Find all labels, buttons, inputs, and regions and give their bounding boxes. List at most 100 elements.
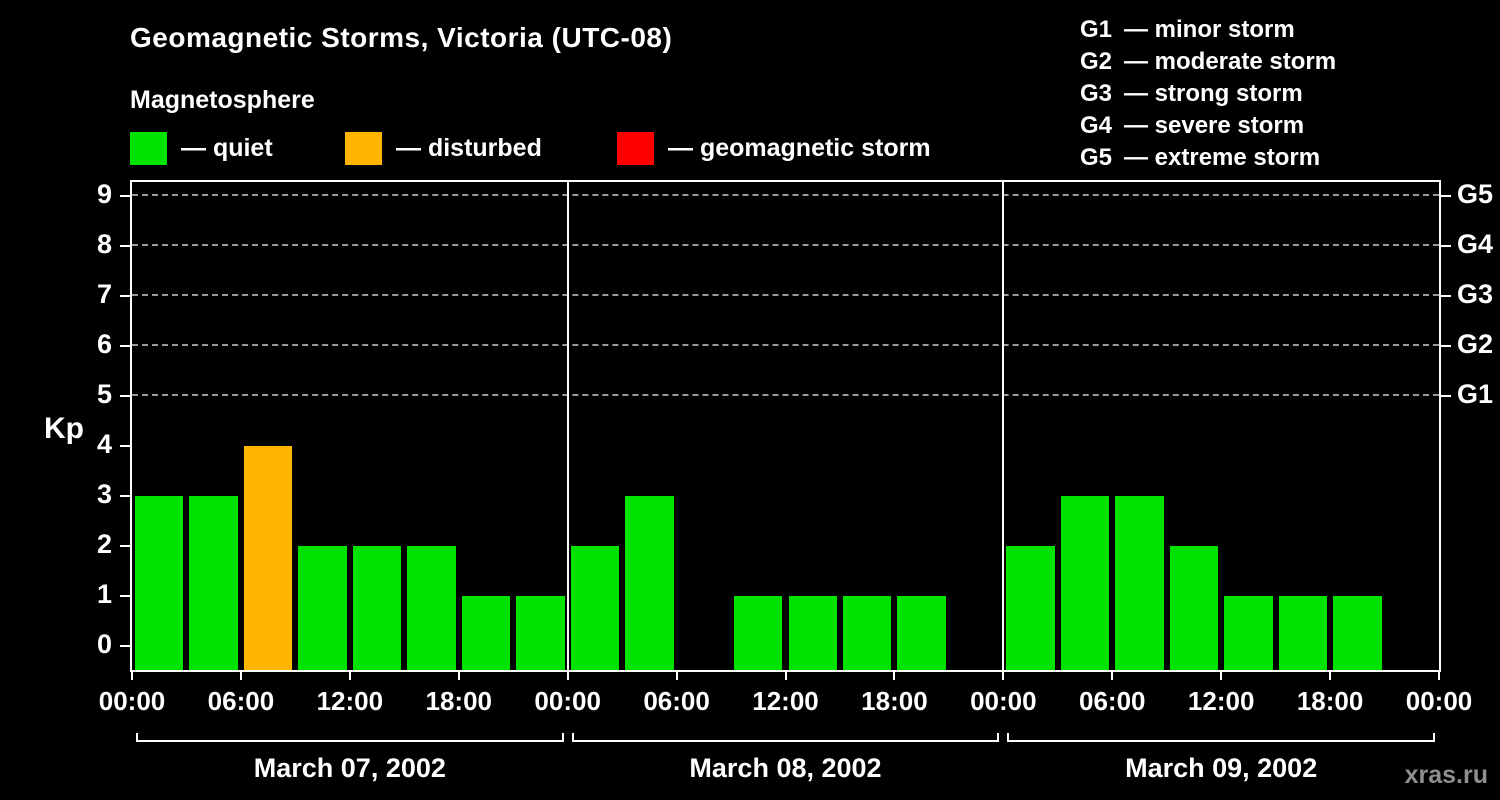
x-tick-mark: [784, 672, 787, 680]
gridline-kp8: [132, 244, 1439, 246]
x-tick-label: 00:00: [98, 686, 166, 716]
y-tick-label: 7: [96, 279, 112, 309]
storm-color-swatch: [617, 132, 654, 165]
day-bracket: [1007, 733, 1435, 742]
x-tick-label: 00:00: [970, 686, 1037, 716]
x-tick-mark: [566, 672, 569, 680]
legend-item-disturbed: — disturbed: [345, 132, 542, 165]
chart-title: Geomagnetic Storms, Victoria (UTC-08): [130, 22, 673, 53]
kp-bar: [788, 596, 837, 670]
kp-bar: [407, 546, 456, 670]
kp-bar: [1333, 596, 1382, 670]
gridline-kp7: [132, 294, 1439, 296]
x-tick-label: 18:00: [425, 686, 493, 716]
legend-label-disturbed: — disturbed: [396, 134, 542, 162]
storm-scale-code: G2: [1080, 48, 1113, 75]
right-tick-mark: [1441, 245, 1451, 247]
g-level-label: G5: [1457, 179, 1494, 209]
kp-bar: [298, 546, 347, 670]
kp-bar: [1006, 546, 1055, 670]
y-tick-mark: [120, 595, 130, 597]
y-tick-mark: [120, 345, 130, 347]
y-tick-mark: [120, 295, 130, 297]
y-tick-mark: [120, 445, 130, 447]
x-tick-label: 06:00: [207, 686, 275, 716]
legend-label-quiet: — quiet: [181, 134, 273, 162]
storm-scale-row: G5 — extreme storm: [1080, 142, 1336, 174]
right-tick-mark: [1441, 295, 1451, 297]
kp-bar: [570, 546, 620, 670]
legend-item-storm: — geomagnetic storm: [617, 132, 931, 165]
x-tick-label: 06:00: [643, 686, 710, 716]
x-tick-label: 00:00: [534, 686, 601, 716]
x-tick-mark: [457, 672, 460, 680]
x-tick-mark: [239, 672, 242, 680]
storm-scale-row: G3 — strong storm: [1080, 78, 1336, 110]
kp-bar: [461, 596, 511, 670]
storm-scale-label: — moderate storm: [1124, 48, 1337, 75]
storm-scale-row: G1 — minor storm: [1080, 14, 1336, 46]
storm-scale-label: — strong storm: [1124, 80, 1303, 107]
storm-scale-code: G5: [1080, 144, 1113, 171]
quiet-color-swatch: [130, 132, 167, 165]
day-date-label: March 07, 2002: [253, 753, 446, 783]
x-tick-label: 12:00: [316, 686, 384, 716]
gridline-kp9: [132, 194, 1439, 196]
kp-bar: [1169, 546, 1219, 670]
day-date-label: March 08, 2002: [689, 753, 882, 783]
legend-item-quiet: — quiet: [130, 132, 273, 165]
x-tick-mark: [1329, 672, 1332, 680]
day-divider: [1002, 182, 1005, 670]
storm-scale-code: G3: [1080, 80, 1113, 107]
y-tick-label: 6: [96, 329, 112, 359]
kp-bar: [243, 446, 293, 670]
y-tick-label: 0: [96, 629, 112, 659]
y-tick-mark: [120, 495, 130, 497]
x-tick-label: 00:00: [1405, 686, 1473, 716]
x-tick-mark: [893, 672, 896, 680]
y-tick-label: 9: [96, 179, 112, 209]
y-tick-label: 3: [96, 479, 112, 509]
y-tick-label: 8: [96, 229, 112, 259]
kp-bar: [1060, 496, 1110, 670]
right-tick-mark: [1441, 195, 1451, 197]
x-tick-mark: [1111, 672, 1114, 680]
gridline-kp6: [132, 344, 1439, 346]
storm-scale-code: G1: [1080, 16, 1113, 43]
x-tick-mark: [1002, 672, 1005, 680]
storm-scale-row: G4 — severe storm: [1080, 110, 1336, 142]
kp-bar: [842, 596, 892, 670]
kp-bar: [897, 596, 946, 670]
storm-scale-label: — extreme storm: [1124, 144, 1321, 171]
storm-scale-code: G4: [1080, 112, 1113, 139]
y-tick-label: 4: [96, 429, 112, 459]
gridline-kp5: [132, 394, 1439, 396]
y-tick-mark: [120, 195, 130, 197]
storm-scale-label: — severe storm: [1124, 112, 1305, 139]
x-tick-mark: [1438, 672, 1440, 680]
right-tick-mark: [1441, 395, 1451, 397]
kp-bar: [189, 496, 238, 670]
x-tick-label: 12:00: [752, 686, 819, 716]
kp-bar: [625, 496, 674, 670]
chart-subtitle: Magnetosphere: [130, 86, 315, 114]
y-tick-label: 2: [96, 529, 112, 559]
x-tick-label: 18:00: [1296, 686, 1364, 716]
kp-bar: [1115, 496, 1164, 670]
g-level-label: G1: [1457, 379, 1494, 409]
watermark: xras.ru: [1404, 761, 1488, 789]
storm-scale-row: G2 — moderate storm: [1080, 46, 1336, 78]
day-divider: [566, 182, 569, 670]
disturbed-color-swatch: [345, 132, 382, 165]
x-tick-label: 06:00: [1079, 686, 1146, 716]
x-tick-mark: [1220, 672, 1223, 680]
kp-bar: [516, 596, 565, 670]
y-tick-mark: [120, 395, 130, 397]
kp-bar: [734, 596, 783, 670]
kp-bar: [1278, 596, 1328, 670]
x-tick-label: 18:00: [861, 686, 928, 716]
kp-bar: [352, 546, 402, 670]
y-tick-mark: [120, 545, 130, 547]
day-date-label: March 09, 2002: [1125, 753, 1318, 783]
